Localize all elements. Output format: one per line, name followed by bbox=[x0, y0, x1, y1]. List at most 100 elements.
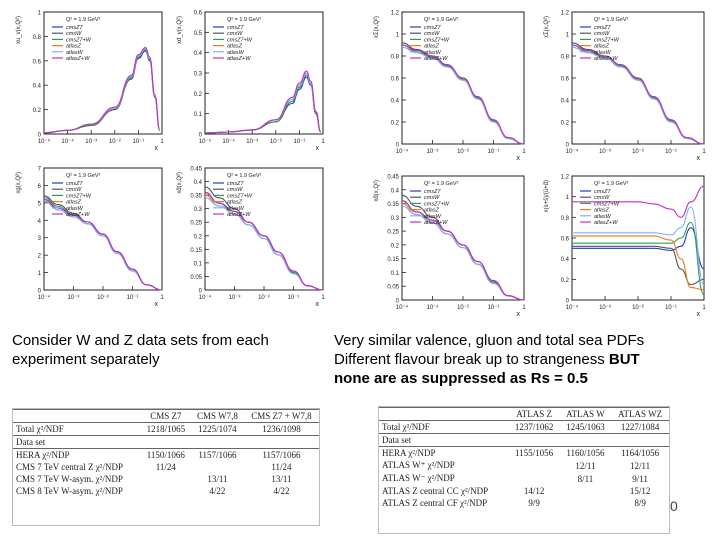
x-axis-label: x bbox=[316, 145, 320, 152]
table-row: Data set bbox=[13, 435, 319, 449]
y-axis-label: x(s+s̄)/(ū+d̄) bbox=[544, 180, 550, 212]
series-line-atlasZ+W bbox=[204, 191, 324, 291]
table-cell: 1237/1062 bbox=[508, 420, 560, 434]
legend-entry: atlasW bbox=[227, 50, 245, 56]
plot-xdv: 0 0.1 0.2 0.3 0.4 0.5 0.6 10⁻⁵ 10⁻⁴ 10⁻³ 10⁻² 10⁻¹ 1… bbox=[175, 4, 331, 152]
y-tick-label: 0 bbox=[396, 299, 400, 305]
plot-frame bbox=[43, 167, 163, 291]
x-tick-label: 10⁻⁴ bbox=[222, 138, 235, 145]
series-line-cmsZ7 bbox=[204, 76, 322, 134]
table-row: HERA χ²/NDP 1155/1056 1160/1056 1164/1056 bbox=[379, 447, 669, 460]
legend-entry: atlasW bbox=[227, 206, 245, 212]
y-tick-label: 0.4 bbox=[391, 188, 400, 194]
table-cell bbox=[508, 472, 559, 485]
series-line-cmsZ7 bbox=[43, 198, 163, 291]
plot-frame bbox=[401, 175, 525, 301]
legend-entry: atlasZ+W bbox=[66, 56, 90, 62]
y-tick-label: 1 bbox=[566, 33, 570, 39]
q2-label: Q² = 1.9 GeV² bbox=[424, 181, 459, 187]
legend-entry: atlasZ+W bbox=[227, 56, 251, 62]
legend-entry: cmsZ7 bbox=[227, 25, 244, 31]
y-tick-label: 1.2 bbox=[391, 11, 400, 17]
x-tick-label: 10⁻³ bbox=[427, 305, 439, 311]
x-tick-label: 10⁻² bbox=[109, 139, 121, 145]
y-tick-label: 0.2 bbox=[561, 278, 570, 284]
x-tick-label: 1 bbox=[522, 149, 526, 155]
table-cell: ATLAS Z central CF χ²/NDP bbox=[382, 498, 488, 508]
series-line-atlasZ+W bbox=[401, 200, 525, 301]
y-tick-label: 4 bbox=[38, 219, 42, 225]
y-tick-label: 0.1 bbox=[194, 112, 203, 118]
table-cell: CMS 7 TeV central Z χ²/NDP bbox=[16, 462, 123, 472]
y-tick-label: 1 bbox=[38, 271, 42, 277]
legend-entry: atlasW bbox=[66, 50, 84, 56]
atlas-table-grid: ATLAS Z ATLAS W ATLAS WZ Total χ²/NDF 1237/1… bbox=[379, 407, 669, 509]
right-caption-line2: Different flavour break up to strangenes… bbox=[334, 350, 644, 369]
legend-entry: atlasZ bbox=[424, 44, 440, 50]
legend-entry: cmsW bbox=[424, 195, 440, 201]
x-tick-label: 10⁻⁴ bbox=[396, 304, 409, 311]
table-cell: 8/9 bbox=[634, 498, 646, 508]
table-cell bbox=[141, 473, 191, 485]
plot-xdbar-2: 0 0.05 0.1 0.15 0.2 0.25 0.3 0.35 0.4 0.45 10⁻⁴ 10⁻… bbox=[372, 168, 532, 318]
legend-entry: cmsZ7+W bbox=[227, 193, 253, 199]
table-row: CMS 7 TeV central Z χ²/NDP 11/24 11/24 bbox=[13, 461, 319, 473]
x-tick-label: 10⁻³ bbox=[68, 295, 80, 301]
table-cell bbox=[560, 497, 611, 509]
series-line-atlasZ+W bbox=[204, 70, 322, 134]
legend-entry: atlasZ bbox=[594, 44, 610, 50]
table-cell: 1245/1063 bbox=[559, 420, 612, 434]
q2-label: Q² = 1.9 GeV² bbox=[66, 17, 101, 23]
plot-xuv: 0 0.2 0.4 0.6 0.8 1 10⁻⁵ 10⁻⁴ 10⁻³ 10⁻² 10⁻¹ 1 x xu_v… bbox=[14, 4, 170, 152]
legend-entry: cmsZ7+W bbox=[227, 37, 253, 43]
table-cell: CMS 7 TeV W-asym. χ²/NDP bbox=[16, 474, 123, 484]
table-cell: HERA χ²/NDP bbox=[16, 450, 70, 460]
atlas-results-table: ATLAS Z ATLAS W ATLAS WZ Total χ²/NDF 1237/1… bbox=[378, 406, 670, 534]
table-header-cell: CMS Z7 bbox=[140, 409, 191, 423]
legend-entry: cmsZ7 bbox=[594, 25, 611, 31]
y-tick-label: 0.4 bbox=[33, 84, 42, 90]
y-tick-label: 1 bbox=[396, 33, 400, 39]
plot-xg: 0 1 2 3 4 5 6 7 10⁻⁴ 10⁻³ 10⁻² 10⁻¹ 1 x xg(x,Q²) Q² = 1… bbox=[14, 160, 170, 308]
q2-label: Q² = 1.9 GeV² bbox=[594, 17, 629, 23]
y-tick-label: 1 bbox=[566, 195, 570, 201]
table-cell: Data set bbox=[13, 435, 141, 449]
series-line-atlasW bbox=[43, 48, 161, 134]
table-cell: 1160/1056 bbox=[566, 448, 605, 458]
legend-entry: cmsW bbox=[66, 31, 82, 37]
y-tick-label: 0.15 bbox=[387, 257, 399, 263]
table-cell: 1218/1065 bbox=[140, 422, 191, 436]
x-tick-label: 10⁻¹ bbox=[127, 295, 139, 301]
legend-entry: cmsZ7+W bbox=[594, 37, 620, 43]
x-axis-label: x bbox=[697, 311, 701, 318]
table-cell: 1225/1074 bbox=[190, 422, 244, 436]
y-axis-label: xu_v(x,Q²) bbox=[16, 16, 22, 44]
table-row: Total χ²/NDF 1237/1062 1245/1063 1227/1084 bbox=[379, 420, 669, 434]
table-header-cell: ATLAS Z bbox=[508, 407, 560, 421]
x-tick-label: 10⁻¹ bbox=[293, 139, 305, 145]
table-cell bbox=[508, 459, 559, 472]
y-tick-label: 0 bbox=[38, 133, 42, 139]
y-tick-label: 0.05 bbox=[387, 285, 399, 291]
table-cell: 1164/1056 bbox=[621, 448, 660, 458]
series-line-cmsZ7+W bbox=[571, 44, 705, 145]
legend-entry: cmsW bbox=[66, 187, 82, 193]
x-tick-label: 10⁻⁵ bbox=[199, 138, 212, 145]
table-cell bbox=[560, 485, 611, 497]
x-tick-label: 10⁻⁴ bbox=[566, 148, 579, 155]
left-caption-line1: Consider W and Z data sets from each bbox=[12, 332, 269, 349]
y-tick-label: 0.45 bbox=[387, 175, 399, 181]
series-line-atlasZ+W bbox=[401, 44, 525, 145]
legend-entry: cmsW bbox=[227, 187, 243, 193]
series-line-cmsZ7 bbox=[572, 227, 705, 270]
x-axis-label: x bbox=[697, 155, 701, 162]
table-row: CMS 7 TeV W-asym. χ²/NDP 13/11 13/11 bbox=[13, 473, 319, 485]
table-row: Data set bbox=[379, 433, 669, 447]
x-axis-label: x bbox=[517, 311, 521, 318]
legend-entry: atlasZ bbox=[66, 44, 82, 50]
x-tick-label: 1 bbox=[522, 305, 526, 311]
x-tick-label: 10⁻² bbox=[97, 295, 109, 301]
legend-entry: atlasZ+W bbox=[66, 212, 90, 218]
right-caption-line3: none are as suppressed as Rs = 0.5 bbox=[334, 369, 644, 388]
y-tick-label: 7 bbox=[38, 167, 42, 173]
